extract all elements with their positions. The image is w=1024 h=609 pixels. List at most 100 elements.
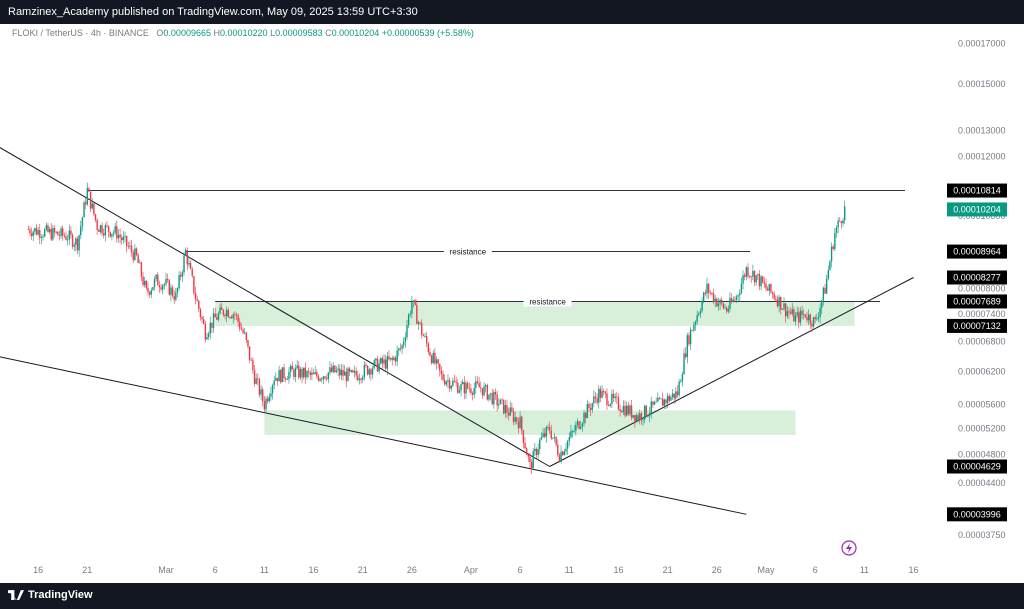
candle: [427, 343, 429, 352]
time-tick: Apr: [464, 565, 478, 575]
candle: [614, 396, 616, 399]
candle: [163, 283, 166, 286]
time-tick: 26: [407, 565, 417, 575]
tradingview-logo[interactable]: TradingView: [8, 589, 93, 601]
candle: [380, 358, 382, 364]
price-tag-bg: [947, 183, 1007, 198]
candle: [439, 363, 441, 371]
candle: [362, 377, 364, 380]
candle: [170, 287, 172, 295]
candle: [829, 261, 831, 270]
candle: [142, 276, 144, 285]
candle: [96, 220, 98, 230]
candle: [499, 399, 502, 405]
candle: [260, 389, 262, 395]
flash-icon-bolt: [846, 543, 852, 553]
candle: [242, 329, 244, 333]
candle: [403, 341, 405, 346]
candle: [186, 249, 189, 265]
candle: [509, 407, 511, 416]
candle: [548, 426, 551, 431]
time-tick: 21: [82, 565, 92, 575]
candle: [581, 423, 584, 427]
candle: [453, 380, 456, 382]
candle: [619, 409, 621, 412]
candle: [294, 368, 297, 377]
candle: [383, 359, 385, 364]
candle: [240, 328, 243, 330]
legend-open-value: 0.00009665: [163, 28, 211, 38]
candle: [817, 316, 820, 319]
price-tag: 0.00004629: [953, 461, 1001, 471]
candle: [437, 359, 439, 364]
candle: [378, 363, 380, 372]
candle: [394, 357, 397, 362]
candle: [178, 275, 180, 289]
candle: [219, 307, 221, 314]
price-tick: 0.00013000: [958, 126, 1006, 136]
time-tick: 11: [565, 565, 574, 575]
candle: [493, 391, 495, 405]
candle: [562, 451, 564, 456]
candle: [424, 336, 426, 337]
candle: [278, 370, 280, 382]
price-tick: 0.00006200: [958, 366, 1006, 376]
candle: [478, 383, 480, 388]
footer-bar: TradingView: [0, 583, 1024, 609]
candle: [593, 396, 595, 404]
candle: [303, 367, 305, 378]
candle: [239, 322, 241, 329]
candle: [311, 372, 313, 375]
candle: [535, 448, 538, 456]
candle: [381, 358, 384, 364]
price-tag-bg: [947, 270, 1007, 285]
candle: [416, 304, 418, 324]
candle: [773, 294, 775, 299]
candle: [160, 287, 162, 290]
candle: [739, 293, 741, 296]
price-chart[interactable]: resistance resistance 0.00017000 0.00015000…: [0, 0, 1024, 583]
candle: [799, 310, 802, 323]
candle: [543, 433, 546, 437]
candle: [616, 396, 618, 398]
candle: [625, 405, 628, 416]
candle: [221, 307, 223, 310]
candle: [324, 376, 326, 379]
candle: [481, 388, 484, 396]
candle: [714, 298, 716, 302]
candle: [784, 303, 787, 317]
candle: [329, 367, 331, 373]
candle: [514, 417, 516, 422]
candle: [130, 245, 133, 253]
candle: [643, 405, 646, 420]
candle: [162, 285, 164, 290]
candle: [466, 382, 469, 389]
candle: [103, 233, 105, 236]
candle: [793, 309, 795, 322]
price-tag: 0.00007689: [953, 296, 1001, 306]
candle: [81, 217, 84, 227]
candle: [521, 416, 523, 431]
candle: [814, 317, 816, 320]
candle: [830, 246, 833, 262]
candle: [411, 301, 413, 314]
candle: [406, 325, 408, 338]
candle: [637, 415, 639, 421]
candle: [634, 415, 636, 422]
candle: [676, 391, 679, 396]
candle: [247, 340, 249, 347]
trendline-3: [549, 277, 914, 467]
candle: [80, 226, 82, 236]
candle: [340, 370, 343, 376]
candle: [84, 202, 87, 205]
candle: [322, 376, 325, 380]
candle: [194, 293, 197, 300]
price-tick: 0.00004400: [958, 478, 1006, 488]
trendline-2: [0, 356, 747, 515]
candle: [780, 296, 782, 310]
candle: [117, 234, 120, 239]
candle: [312, 372, 315, 375]
candle: [352, 370, 354, 373]
candle: [373, 360, 375, 369]
legend-symbol: FLOKI / TetherUS · 4h · BINANCE: [12, 28, 149, 38]
